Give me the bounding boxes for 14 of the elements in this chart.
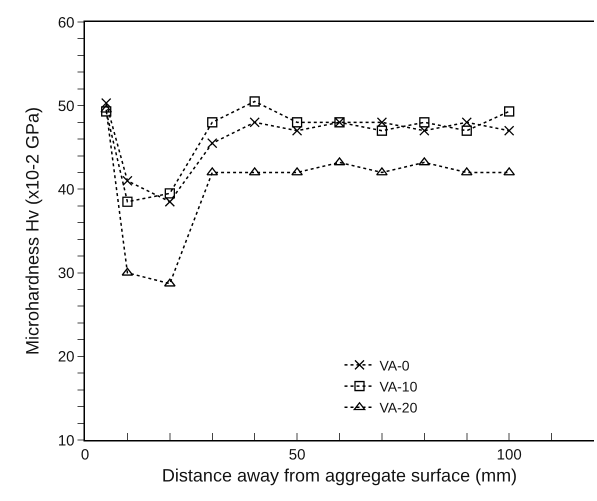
y-tick-label: 30 xyxy=(58,265,74,282)
y-tick-label: 20 xyxy=(58,348,74,366)
y-tick-label: 60 xyxy=(58,14,74,32)
y-tick-label: 40 xyxy=(58,181,74,198)
legend-label: VA-20 xyxy=(380,400,418,416)
x-tick-label: 100 xyxy=(496,446,522,464)
legend-label: VA-10 xyxy=(380,378,418,395)
x-tick-label: 0 xyxy=(80,446,90,464)
legend-label: VA-0 xyxy=(380,357,410,374)
y-axis-title: Microhardness Hv (x10-2 GPa) xyxy=(22,106,42,356)
x-tick-label: 50 xyxy=(288,446,306,464)
y-tick-label: 10 xyxy=(58,432,74,450)
x-axis-title: Distance away from aggregate surface (mm) xyxy=(162,465,518,486)
y-tick-label: 50 xyxy=(58,98,74,115)
